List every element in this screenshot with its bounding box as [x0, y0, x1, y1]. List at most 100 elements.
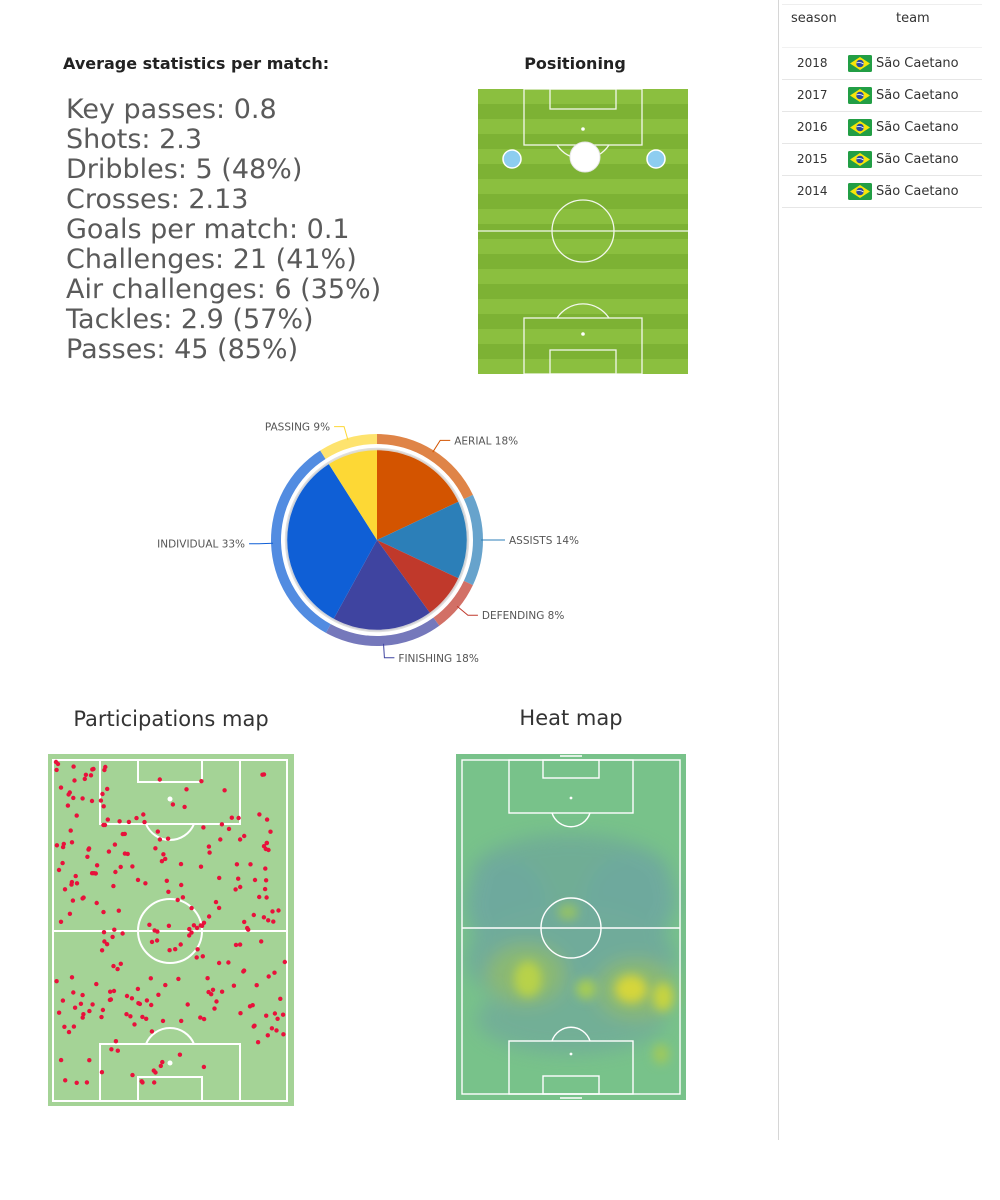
participation-dot: [200, 954, 205, 959]
participation-dot: [175, 897, 180, 903]
participation-dot: [206, 844, 212, 849]
participation-dot: [74, 881, 80, 886]
table-row[interactable]: 2014 São Caetano: [782, 176, 982, 208]
participation-dot: [128, 1014, 133, 1019]
participation-dot: [71, 1024, 77, 1029]
season-cell: 2017: [797, 88, 828, 102]
season-cell: 2015: [797, 152, 828, 166]
participation-dot: [84, 1080, 90, 1085]
participation-dot: [101, 930, 107, 935]
participation-dot: [98, 798, 104, 803]
participation-dot: [87, 1008, 92, 1014]
participation-dot: [276, 908, 281, 913]
participation-dot: [120, 831, 126, 837]
participation-dot: [280, 1012, 286, 1017]
participation-dot: [259, 939, 264, 944]
participation-dot: [187, 933, 192, 938]
table-row[interactable]: 2015 São Caetano: [782, 144, 982, 176]
participation-dot: [106, 849, 112, 854]
brazil-flag-icon: [848, 151, 872, 168]
participation-dot: [99, 948, 105, 953]
participation-dot: [143, 881, 148, 886]
pie-slice[interactable]: [377, 501, 468, 579]
participation-dot: [185, 1002, 190, 1007]
participation-dot: [108, 989, 113, 994]
pie-slice[interactable]: [333, 540, 431, 631]
participation-dot: [219, 989, 225, 994]
column-header-team[interactable]: team: [896, 11, 930, 26]
participation-dot: [66, 792, 71, 797]
pie-slice[interactable]: [328, 449, 377, 540]
team-cell[interactable]: São Caetano: [876, 184, 959, 199]
participation-dot: [250, 1003, 255, 1008]
participation-dot: [111, 988, 117, 994]
table-row[interactable]: 2017 São Caetano: [782, 80, 982, 112]
participation-dot: [70, 898, 76, 903]
participation-dot: [66, 1029, 72, 1035]
participation-dot: [72, 1005, 78, 1010]
participation-dot: [282, 959, 287, 965]
participation-dot: [278, 996, 283, 1001]
participation-dot: [109, 1047, 114, 1052]
participation-dot: [163, 982, 168, 988]
participation-dot: [124, 993, 130, 999]
table-row[interactable]: 2016 São Caetano: [782, 112, 982, 144]
participation-dot: [54, 843, 60, 848]
participation-dot: [198, 864, 204, 869]
participation-dot: [241, 969, 246, 974]
participation-dot: [219, 822, 225, 827]
pie-slice[interactable]: [286, 463, 377, 620]
column-header-season[interactable]: season: [791, 11, 837, 26]
participation-dot: [58, 919, 64, 924]
participation-dot: [214, 999, 219, 1004]
participation-dot: [201, 1064, 207, 1070]
participation-dot: [177, 1052, 183, 1057]
participation-dot: [261, 915, 267, 920]
team-cell[interactable]: São Caetano: [876, 88, 959, 103]
participation-dot: [187, 926, 192, 932]
participation-dot: [80, 796, 85, 801]
participation-dot: [80, 1015, 85, 1020]
participation-dot: [271, 919, 276, 924]
participation-dot: [148, 976, 153, 981]
participation-dot: [108, 997, 114, 1002]
participations-map: [48, 754, 294, 1106]
participation-dot: [100, 791, 105, 797]
participation-dot: [99, 1014, 104, 1020]
participation-dot: [130, 1072, 135, 1078]
participation-dot: [233, 887, 238, 892]
participation-dot: [94, 900, 99, 906]
career-rows: 2018 São Caetano 2017 São Caetano 2016 São Ca…: [782, 48, 982, 208]
participation-dot: [144, 998, 150, 1003]
team-cell[interactable]: São Caetano: [876, 120, 959, 135]
participation-dot: [105, 817, 110, 822]
participation-dot: [120, 931, 125, 936]
position-marker-left: [502, 149, 522, 169]
pie-label: DEFENDING 8%: [482, 610, 564, 622]
participation-dot: [135, 877, 141, 883]
skills-pie-chart: AERIAL 18% ASSISTS 14% DEFENDING 8% FINISHI…: [157, 422, 579, 665]
participation-dot: [195, 947, 200, 952]
participation-dot: [257, 812, 262, 817]
participation-dot: [111, 963, 116, 969]
stat-dribbles: Dribbles: 5 (48%): [66, 154, 303, 185]
participation-dot: [198, 1015, 203, 1020]
participation-dot: [130, 864, 135, 869]
participation-dot: [82, 776, 87, 782]
participation-dot: [60, 998, 66, 1003]
participation-dot: [117, 819, 122, 824]
participation-dot: [122, 851, 128, 856]
participation-dot: [242, 833, 247, 839]
participation-dot: [56, 867, 62, 873]
participation-dot: [132, 1022, 137, 1027]
team-cell[interactable]: São Caetano: [876, 56, 959, 71]
participation-dot: [94, 981, 99, 987]
table-row[interactable]: 2018 São Caetano: [782, 48, 982, 80]
participation-dot: [136, 1001, 141, 1006]
team-cell[interactable]: São Caetano: [876, 152, 959, 167]
pie-label: FINISHING 18%: [398, 653, 478, 665]
pie-slice[interactable]: [377, 449, 460, 540]
pie-label: PASSING 9%: [265, 422, 330, 434]
pie-slice[interactable]: [377, 540, 460, 614]
pie-label-connector: [334, 426, 349, 441]
